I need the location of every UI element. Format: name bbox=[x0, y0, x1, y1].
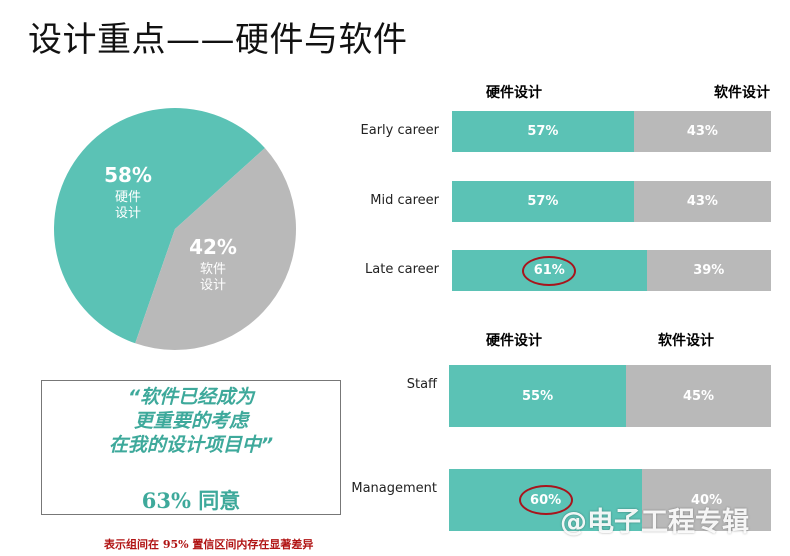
career-software-segment: 43% bbox=[633, 181, 771, 222]
role-hardware-segment: 55% bbox=[449, 365, 627, 427]
role-row-label: Staff bbox=[406, 377, 437, 392]
career-hardware-segment: 61% bbox=[452, 250, 647, 291]
footnote: 表示组间在 95% 置信区间内存在显著差异 bbox=[104, 538, 314, 551]
quote-text: “软件已经成为 更重要的考虑 在我的设计项目中” bbox=[108, 386, 274, 456]
career-hardware-value-label: 57% bbox=[527, 124, 559, 139]
pie-pct-label-1: 42% bbox=[189, 235, 237, 259]
slide-title: 设计重点——硬件与软件 bbox=[28, 20, 408, 60]
role-software-value-label: 40% bbox=[691, 492, 723, 508]
role-software-segment: 40% bbox=[642, 469, 771, 531]
career-row-label: Mid career bbox=[370, 193, 439, 208]
pie-name-label-1-0: 软件 bbox=[200, 262, 226, 277]
pie-name-label-0-0: 硬件 bbox=[115, 190, 141, 205]
career-hardware-segment: 57% bbox=[452, 111, 634, 152]
career-row-label: Early career bbox=[360, 123, 439, 138]
career-bar: 61% 39% bbox=[452, 250, 771, 291]
career-software-value-label: 43% bbox=[686, 194, 718, 209]
pie-name-label-0-1: 设计 bbox=[115, 206, 141, 221]
pie-name-label-1-1: 设计 bbox=[200, 278, 226, 293]
pie-pct-label-0: 58% bbox=[104, 163, 152, 187]
role-col-head-hardware: 硬件设计 bbox=[486, 333, 542, 349]
career-bar: 57% 43% bbox=[452, 181, 771, 222]
agree-stat: 63% 同意 bbox=[141, 488, 241, 513]
role-col-head-software: 软件设计 bbox=[658, 333, 714, 349]
career-hardware-value-label: 57% bbox=[527, 194, 559, 209]
career-significance-ring bbox=[522, 255, 577, 286]
pie-slice-1 bbox=[135, 148, 296, 350]
role-software-value-label: 45% bbox=[682, 388, 715, 404]
quote-box: “软件已经成为 更重要的考虑 在我的设计项目中” 63% 同意 bbox=[41, 380, 341, 515]
role-row-label: Management bbox=[351, 481, 437, 496]
role-significance-ring bbox=[518, 485, 573, 515]
pie-slice-0 bbox=[53, 107, 265, 344]
career-col-head-hardware: 硬件设计 bbox=[486, 85, 542, 101]
career-row-label: Late career bbox=[365, 262, 439, 277]
role-software-segment: 45% bbox=[626, 365, 771, 427]
career-software-segment: 39% bbox=[646, 250, 771, 291]
career-bar: 57% 43% bbox=[452, 111, 771, 152]
career-software-value-label: 39% bbox=[693, 263, 725, 278]
watermark: @电子工程专辑 bbox=[560, 507, 749, 538]
role-bar: 60% 40% bbox=[449, 469, 771, 531]
role-hardware-segment: 60% bbox=[449, 469, 643, 531]
career-col-head-software: 软件设计 bbox=[714, 85, 770, 101]
career-hardware-segment: 57% bbox=[452, 181, 634, 222]
role-bar: 55% 45% bbox=[449, 365, 771, 427]
role-hardware-value-label: 55% bbox=[521, 388, 554, 404]
career-software-segment: 43% bbox=[633, 111, 771, 152]
career-software-value-label: 43% bbox=[686, 124, 718, 139]
